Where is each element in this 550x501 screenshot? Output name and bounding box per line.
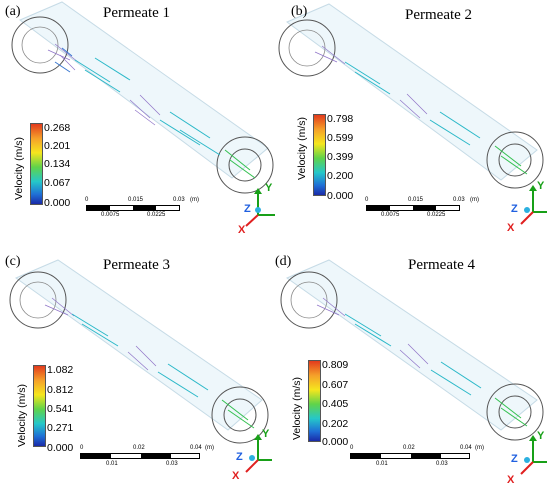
scale-tick: 0.0075: [381, 212, 400, 218]
colorbar-tick: 0.812: [47, 384, 74, 396]
scale-tick: 0: [80, 445, 84, 451]
z-axis-label: Z: [511, 203, 518, 215]
pipe-flow-visualization: [278, 3, 547, 225]
colorbar-label: Velocity (m/s): [296, 116, 308, 180]
panel-d: (d) Permeate 4 Velocity (m/s) 0.809 0.60…: [275, 250, 550, 500]
panel-title: Permeate 3: [103, 257, 171, 273]
panel-b: (b) Permeate 2 Velocity (m/s) 0.798 0.59…: [275, 0, 550, 250]
scale-tick: 0.04: [460, 445, 472, 451]
colorbar-label: Velocity (m/s): [291, 376, 303, 440]
colorbar-tick: 0.268: [44, 122, 71, 134]
colorbar-tick: 0.134: [44, 158, 71, 170]
colorbar: [33, 365, 46, 447]
y-axis-label: Y: [265, 182, 273, 194]
panel-title: Permeate 2: [405, 7, 473, 23]
scale-tick: 0.0225: [427, 212, 446, 218]
colorbar-tick: 0.202: [322, 418, 349, 430]
scale-tick: 0.03: [436, 461, 448, 467]
colorbar-tick: 0.798: [327, 113, 354, 125]
panel-c: (c) Permeate 3 Velocity (m/s) 1.082 0.81…: [0, 250, 275, 500]
z-axis-label: Z: [236, 451, 243, 463]
colorbar-tick: 0.809: [322, 359, 349, 371]
x-axis-arrow: [245, 214, 259, 227]
scale-bar: [366, 205, 460, 211]
panel-tag: (c): [5, 254, 21, 269]
colorbar-tick: 0.000: [327, 190, 354, 202]
scale-tick: 0.02: [403, 445, 415, 451]
colorbar-tick: 0.599: [327, 132, 354, 144]
colorbar-tick: 0.541: [47, 403, 74, 415]
z-axis-label: Z: [511, 453, 518, 465]
colorbar-tick: 0.000: [47, 442, 74, 454]
scale-tick: 0.01: [376, 461, 388, 467]
colorbar-tick: 0.399: [327, 151, 354, 163]
scale-unit: (m): [205, 445, 214, 451]
panel-title: Permeate 4: [408, 257, 476, 273]
y-axis-label: Y: [537, 430, 545, 442]
colorbar: [308, 360, 321, 442]
x-axis-label: X: [232, 470, 240, 482]
scale-tick: 0.015: [408, 197, 424, 203]
z-axis-label: Z: [244, 203, 251, 215]
scale-unit: (m): [475, 445, 484, 451]
colorbar-label: Velocity (m/s): [16, 383, 28, 447]
colorbar-tick: 1.082: [47, 364, 74, 376]
x-axis-label: X: [238, 224, 246, 236]
colorbar-tick: 0.200: [327, 170, 354, 182]
panel-title: Permeate 1: [103, 5, 171, 21]
panel-tag: (b): [291, 4, 308, 19]
panel-tag: (d): [275, 254, 292, 269]
colorbar-tick: 0.405: [322, 398, 349, 410]
scale-tick: 0: [365, 197, 369, 203]
colorbar: [30, 123, 43, 205]
scale-bar: [86, 205, 180, 211]
scale-unit: (m): [470, 197, 479, 203]
pipe-flow-visualization: [280, 259, 547, 475]
scale-tick: 0.03: [453, 197, 465, 203]
scale-tick: 0.0225: [147, 212, 166, 218]
y-axis-label: Y: [262, 428, 270, 440]
colorbar-tick: 0.000: [44, 197, 71, 209]
scale-tick: 0.015: [128, 197, 144, 203]
scale-bar: [80, 453, 200, 459]
panel-tag: (a): [5, 4, 21, 19]
scale-tick: 0: [85, 197, 89, 203]
scale-bar: [350, 453, 470, 459]
colorbar-tick: 0.067: [44, 177, 71, 189]
colorbar-tick: 0.607: [322, 379, 349, 391]
pipe-flow-visualization: [11, 1, 275, 227]
pipe-flow-visualization: [9, 259, 272, 473]
colorbar-label: Velocity (m/s): [13, 136, 25, 200]
y-axis-label: Y: [537, 180, 545, 192]
x-axis-label: X: [507, 474, 515, 486]
scale-tick: 0.04: [190, 445, 202, 451]
scale-tick: 0.02: [133, 445, 145, 451]
colorbar-tick: 0.271: [47, 422, 74, 434]
scale-tick: 0.03: [173, 197, 185, 203]
panel-a: (a) Permeate 1 Velocity (m/s) 0.268 0.20…: [0, 0, 275, 250]
scale-tick: 0: [350, 445, 354, 451]
colorbar-tick: 0.201: [44, 140, 71, 152]
scale-tick: 0.0075: [101, 212, 120, 218]
scale-unit: (m): [190, 197, 199, 203]
z-axis-dot: [255, 207, 261, 213]
colorbar-tick: 0.000: [322, 436, 349, 448]
scale-tick: 0.01: [106, 461, 118, 467]
scale-tick: 0.03: [166, 461, 178, 467]
colorbar: [313, 114, 326, 196]
x-axis-label: X: [507, 222, 515, 234]
